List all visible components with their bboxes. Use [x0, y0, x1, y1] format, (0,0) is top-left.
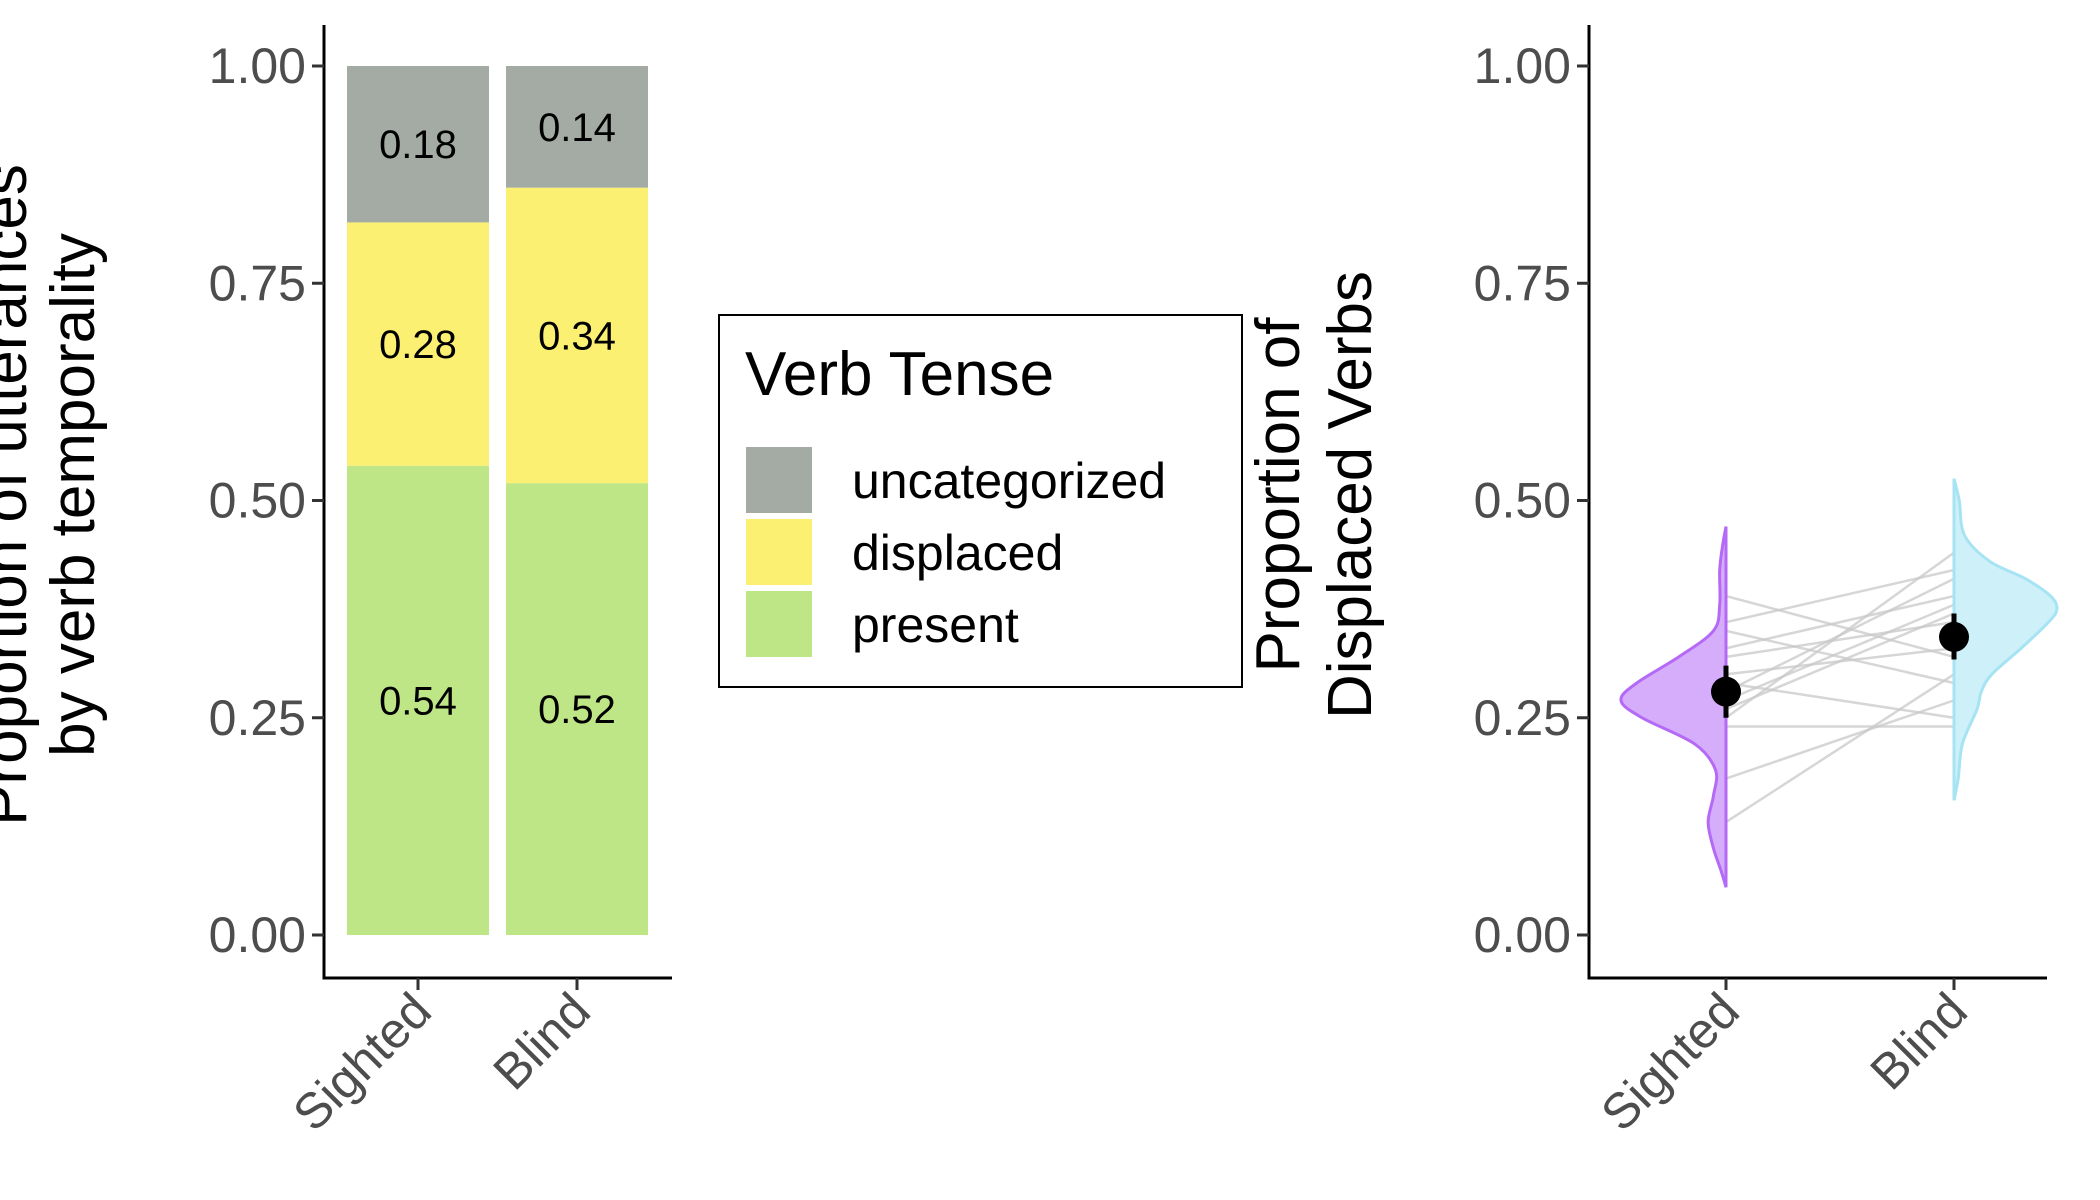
y-tick-label: 0.25: [1474, 690, 1571, 746]
y-axis-title: Proportion of utterancesby verb temporal…: [0, 164, 108, 826]
density-outline-blind: [1952, 478, 2059, 801]
bar-layer: [347, 66, 648, 935]
segment-value-label: 0.52: [538, 688, 616, 732]
legend-swatch-displaced: [746, 519, 812, 585]
density-outline-sighted: [1619, 526, 1728, 888]
density-fill-sighted: [1620, 526, 1726, 888]
legend-label-displaced: displaced: [852, 525, 1063, 581]
y-tick-label: 0.25: [209, 690, 306, 746]
paired-line: [1725, 673, 1955, 824]
legend-swatch-uncategorized: [746, 447, 812, 513]
paired-line: [1725, 681, 1955, 719]
paired-line-layer: [1725, 551, 1955, 824]
y-tick-label: 1.00: [1474, 38, 1571, 94]
paired-line: [1725, 603, 1955, 702]
bar-segment-present: [347, 465, 489, 935]
y-tick-layer: 0.00 0.25 0.50 0.75 1.00: [1474, 38, 1589, 963]
legend-items: uncategorized displaced present: [746, 447, 1166, 657]
y-tick-layer: 0.00 0.25 0.50 0.75 1.00: [209, 38, 324, 963]
bar-segment-displaced: [347, 222, 489, 466]
bar-segment-uncategorized: [506, 66, 648, 188]
raincloud-panel: 0.00 0.25 0.50 0.75 1.00 Sighted Blind Propor…: [1244, 25, 2059, 1142]
paired-line: [1725, 568, 1955, 624]
segment-value-label: 0.18: [379, 123, 457, 167]
paired-line: [1725, 594, 1955, 659]
x-tick-label: Blind: [1860, 982, 1978, 1100]
mean-point: [1939, 621, 1969, 652]
paired-line: [1725, 577, 1955, 693]
paired-line: [1725, 620, 1955, 659]
x-tick-layer: Sighted Blind: [1590, 978, 1978, 1142]
y-tick-label: 0.75: [209, 255, 306, 311]
legend-title: Verb Tense: [745, 340, 1054, 409]
y-tick-label: 0.75: [1474, 255, 1571, 311]
x-tick-layer: Sighted Blind: [282, 978, 601, 1142]
mean-point: [1711, 676, 1741, 707]
legend-label-uncategorized: uncategorized: [852, 453, 1166, 509]
y-tick-label: 0.50: [209, 473, 306, 529]
x-tick-label: Sighted: [282, 982, 442, 1142]
y-tick-label: 1.00: [209, 38, 306, 94]
segment-value-label: 0.28: [379, 323, 457, 367]
y-axis-title: Proportion ofDisplaced Verbs: [1244, 271, 1385, 719]
density-layer: [1619, 478, 2059, 888]
x-tick-label: Sighted: [1590, 982, 1750, 1142]
paired-line: [1725, 699, 1955, 780]
paired-line: [1725, 646, 1955, 676]
y-tick-label: 0.00: [209, 907, 306, 963]
legend: Verb Tense uncategorized displaced present: [718, 314, 1243, 688]
legend-label-present: present: [852, 597, 1019, 653]
bar-segment-present: [506, 483, 648, 935]
y-tick-label: 0.00: [1474, 907, 1571, 963]
density-fill-blind: [1954, 478, 2057, 801]
segment-label-layer: 0.54 0.28 0.18 0.52 0.34 0.14: [379, 106, 616, 732]
x-tick-label: Blind: [483, 982, 601, 1100]
segment-value-label: 0.14: [538, 106, 616, 150]
legend-swatch-present: [746, 591, 812, 657]
segment-value-label: 0.54: [379, 679, 457, 723]
bar-segment-uncategorized: [347, 66, 489, 223]
segment-value-label: 0.34: [538, 314, 616, 358]
mean-point-layer: [1711, 613, 1969, 718]
y-tick-label: 0.50: [1474, 473, 1571, 529]
bar-segment-displaced: [506, 187, 648, 484]
stacked-bar-panel: 0.54 0.28 0.18 0.52 0.34 0.14 0.00 0.25 0.50 0.7…: [0, 25, 672, 1142]
paired-line: [1725, 629, 1955, 685]
